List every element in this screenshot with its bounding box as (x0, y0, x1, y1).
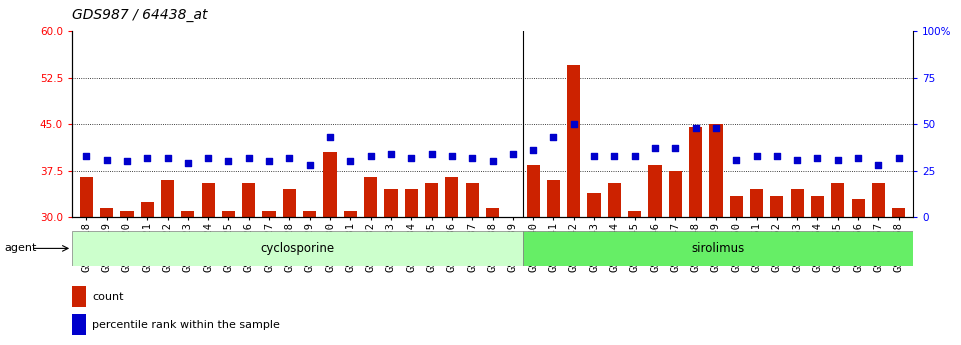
Point (606, 153, 622, 159)
Bar (669, 171, 682, 217)
Point (505, 151, 521, 157)
Point (728, 157, 744, 162)
Bar (100, 208, 113, 217)
Point (79, 153, 94, 159)
Point (99, 157, 114, 162)
Point (790, 157, 805, 162)
Bar (872, 183, 885, 217)
Bar (72, 231, 524, 266)
Text: cyclosporine: cyclosporine (260, 242, 334, 255)
Bar (649, 165, 661, 217)
Bar (202, 183, 214, 217)
Bar (567, 65, 580, 217)
Point (627, 153, 642, 159)
Bar (465, 183, 479, 217)
Point (302, 162, 317, 168)
Point (586, 153, 602, 159)
Bar (72, 286, 86, 307)
Point (810, 155, 825, 160)
Bar (524, 231, 913, 266)
Point (180, 160, 195, 166)
Point (119, 159, 135, 164)
Point (160, 155, 175, 160)
Bar (771, 196, 783, 217)
Point (241, 155, 257, 160)
Point (749, 153, 764, 159)
Bar (587, 193, 601, 217)
Bar (628, 211, 641, 217)
Bar (486, 208, 499, 217)
Bar (811, 196, 825, 217)
Bar (831, 183, 845, 217)
Bar (222, 211, 235, 217)
Bar (364, 177, 378, 217)
Bar (344, 211, 357, 217)
Point (363, 153, 379, 159)
Point (830, 157, 846, 162)
Point (424, 151, 439, 157)
Bar (303, 211, 316, 217)
Point (688, 125, 703, 131)
Bar (547, 180, 560, 217)
Bar (750, 189, 763, 217)
Point (484, 159, 500, 164)
Point (708, 125, 724, 131)
Point (526, 148, 541, 153)
Bar (72, 314, 86, 335)
Point (850, 155, 866, 160)
Point (201, 155, 216, 160)
Point (139, 155, 155, 160)
Bar (384, 189, 398, 217)
Bar (527, 165, 540, 217)
Text: percentile rank within the sample: percentile rank within the sample (92, 320, 280, 330)
Bar (851, 199, 865, 217)
Bar (262, 211, 276, 217)
Bar (182, 211, 194, 217)
Point (464, 155, 480, 160)
Point (648, 146, 663, 151)
Text: GDS987 / 64438_at: GDS987 / 64438_at (72, 8, 208, 22)
Point (546, 135, 561, 140)
Point (769, 153, 784, 159)
Bar (689, 127, 702, 217)
Bar (405, 189, 418, 217)
Point (261, 159, 277, 164)
Bar (324, 152, 336, 217)
Bar (120, 211, 134, 217)
Point (343, 159, 358, 164)
Point (282, 155, 297, 160)
Point (322, 135, 337, 140)
Bar (445, 177, 458, 217)
Point (566, 121, 581, 127)
Point (871, 162, 886, 168)
Bar (283, 189, 296, 217)
Point (891, 155, 906, 160)
Bar (709, 124, 723, 217)
Bar (607, 183, 621, 217)
Text: agent: agent (5, 244, 37, 253)
Point (444, 153, 459, 159)
Text: sirolimus: sirolimus (692, 242, 745, 255)
Bar (791, 189, 803, 217)
Bar (729, 196, 743, 217)
Text: count: count (92, 292, 124, 302)
Point (404, 155, 419, 160)
Bar (160, 180, 174, 217)
Bar (140, 202, 154, 217)
Bar (425, 183, 438, 217)
Bar (80, 177, 93, 217)
Point (221, 159, 236, 164)
Point (668, 146, 683, 151)
Bar (242, 183, 256, 217)
Point (383, 151, 399, 157)
Bar (892, 208, 905, 217)
